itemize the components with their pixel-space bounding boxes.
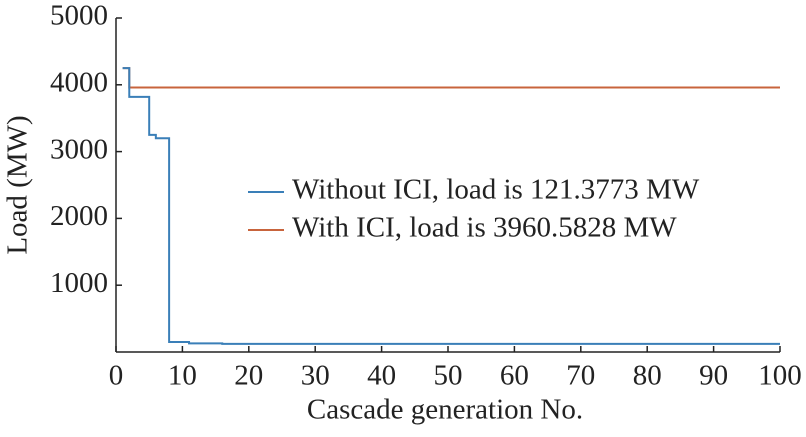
y-tick-label: 3000 — [50, 133, 108, 165]
x-tick-label: 50 — [434, 360, 463, 392]
series-line — [122, 67, 780, 345]
y-tick-label: 4000 — [50, 66, 108, 98]
legend-label: With ICI, load is 3960.5828 MW — [292, 212, 677, 244]
legend-label: Without ICI, load is 121.3773 MW — [292, 174, 700, 206]
x-tick-label: 100 — [758, 360, 802, 392]
x-tick-label: 70 — [566, 360, 595, 392]
x-tick-label: 20 — [234, 360, 263, 392]
y-axis-label: Load (MW) — [2, 115, 34, 254]
x-tick-label: 90 — [699, 360, 728, 392]
x-tick-label: 40 — [367, 360, 396, 392]
x-tick-label: 10 — [168, 360, 197, 392]
y-tick-label: 1000 — [50, 267, 108, 299]
x-axis-label: Cascade generation No. — [307, 394, 583, 426]
x-tick-label: 80 — [633, 360, 662, 392]
x-tick-label: 0 — [109, 360, 124, 392]
x-tick-label: 60 — [500, 360, 529, 392]
y-tick-label: 2000 — [50, 200, 108, 232]
series-line — [122, 67, 780, 89]
y-tick-label: 5000 — [50, 0, 108, 32]
x-tick-label: 30 — [301, 360, 330, 392]
